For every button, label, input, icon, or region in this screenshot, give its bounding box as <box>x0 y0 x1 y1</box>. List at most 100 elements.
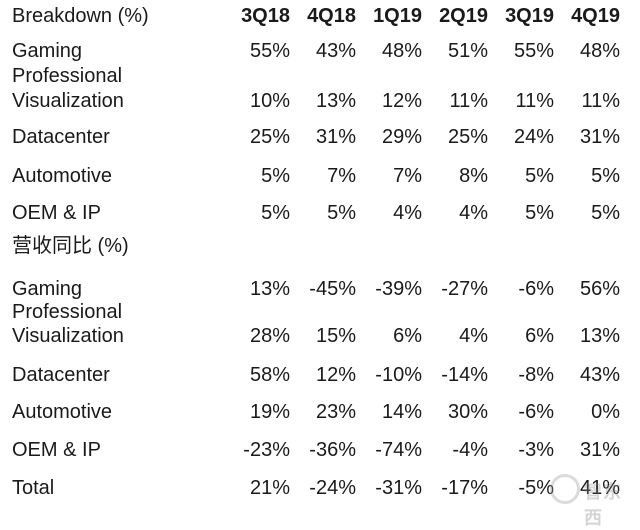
table-cell: 7% <box>327 165 356 187</box>
col-header: 3Q19 <box>505 5 554 27</box>
table-cell: 41% <box>579 477 620 499</box>
table-cell: -10% <box>375 364 422 386</box>
table-cell: 15% <box>315 325 356 347</box>
table-cell: 31% <box>579 439 620 461</box>
table-cell: 5% <box>261 202 290 224</box>
table-cell: 58% <box>249 364 290 386</box>
table-cell: -23% <box>243 439 290 461</box>
row-label: Automotive <box>12 165 113 187</box>
table-cell: 25% <box>249 126 290 148</box>
section2-header-row: 营收同比 (%) <box>0 233 640 259</box>
table-cell: 12% <box>381 90 422 112</box>
table-cell: -27% <box>441 278 488 300</box>
table-cell: 43% <box>579 364 620 386</box>
table-cell: 24% <box>513 126 554 148</box>
col-header: 4Q18 <box>307 5 356 27</box>
breakdown-table: Breakdown (%) 3Q18 4Q18 1Q19 2Q19 3Q19 4… <box>0 3 640 528</box>
row-label: Visualization <box>12 90 124 112</box>
row-label: Datacenter <box>12 126 110 148</box>
table-cell: 25% <box>447 126 488 148</box>
table-cell: -74% <box>375 439 422 461</box>
table-cell: -14% <box>441 364 488 386</box>
row-label: Gaming <box>12 40 83 62</box>
table-cell: 13% <box>249 278 290 300</box>
table-row: Visualization 10% 13% 12% 11% 11% 11% <box>0 88 640 114</box>
table-cell: 0% <box>591 401 620 423</box>
col-header: 3Q18 <box>241 5 290 27</box>
watermark-logo: 智东西 <box>548 470 636 528</box>
col-header: 2Q19 <box>439 5 488 27</box>
table-cell: 23% <box>315 401 356 423</box>
table-row: Automotive 5% 7% 7% 8% 5% 5% <box>0 163 640 189</box>
table-cell: 7% <box>393 165 422 187</box>
table-cell: 4% <box>459 202 488 224</box>
table-cell: 5% <box>591 202 620 224</box>
table-cell: -31% <box>375 477 422 499</box>
row-label: Datacenter <box>12 364 110 386</box>
logo-ring-icon <box>550 474 580 504</box>
col-header: 1Q19 <box>373 5 422 27</box>
table-cell: 48% <box>381 40 422 62</box>
section1-title: Breakdown (%) <box>12 5 149 27</box>
table-cell: 13% <box>315 90 356 112</box>
table-row: Total 21% -24% -31% -17% -5% 41% <box>0 475 640 501</box>
table-row: Automotive 19% 23% 14% 30% -6% 0% <box>0 399 640 425</box>
table-cell: -6% <box>518 401 554 423</box>
table-cell: -8% <box>518 364 554 386</box>
table-cell: 5% <box>591 165 620 187</box>
table-cell: 4% <box>459 325 488 347</box>
table-cell: 11% <box>581 90 620 112</box>
table-cell: 10% <box>249 90 290 112</box>
table-cell: -5% <box>518 477 554 499</box>
table-row: OEM & IP 5% 5% 4% 4% 5% 5% <box>0 200 640 226</box>
row-label: Professional <box>12 301 123 323</box>
table-cell: 6% <box>525 325 554 347</box>
table-cell: 30% <box>447 401 488 423</box>
table-cell: -6% <box>518 278 554 300</box>
table-row: Visualization 28% 15% 6% 4% 6% 13% <box>0 323 640 349</box>
table-row: Datacenter 25% 31% 29% 25% 24% 31% <box>0 124 640 150</box>
table-cell: -17% <box>441 477 488 499</box>
table-cell: 29% <box>381 126 422 148</box>
table-row: Gaming 13% -45% -39% -27% -6% 56% <box>0 276 640 302</box>
table-cell: 31% <box>315 126 356 148</box>
table-cell: 28% <box>249 325 290 347</box>
table-cell: 13% <box>579 325 620 347</box>
table-cell: 56% <box>579 278 620 300</box>
table-row-label-line: Professional <box>0 299 640 325</box>
table-cell: 4% <box>393 202 422 224</box>
col-header: 4Q19 <box>571 5 620 27</box>
header-row: Breakdown (%) 3Q18 4Q18 1Q19 2Q19 3Q19 4… <box>0 3 640 29</box>
table-cell: 11% <box>449 90 488 112</box>
table-cell: -3% <box>518 439 554 461</box>
table-cell: 51% <box>447 40 488 62</box>
table-cell: 5% <box>261 165 290 187</box>
row-label: Professional <box>12 65 123 87</box>
table-cell: 31% <box>579 126 620 148</box>
table-cell: 5% <box>327 202 356 224</box>
row-label: OEM & IP <box>12 439 101 461</box>
table-cell: -45% <box>309 278 356 300</box>
table-row: OEM & IP -23% -36% -74% -4% -3% 31% <box>0 437 640 463</box>
table-cell: 6% <box>393 325 422 347</box>
row-label: OEM & IP <box>12 202 101 224</box>
table-cell: 55% <box>513 40 554 62</box>
table-cell: 5% <box>525 165 554 187</box>
row-label: Gaming <box>12 278 83 300</box>
table-cell: 48% <box>579 40 620 62</box>
table-row: Datacenter 58% 12% -10% -14% -8% 43% <box>0 362 640 388</box>
table-cell: 12% <box>315 364 356 386</box>
table-cell: 19% <box>249 401 290 423</box>
row-label: Total <box>12 477 55 499</box>
table-cell: 5% <box>525 202 554 224</box>
table-cell: 14% <box>381 401 422 423</box>
row-label: Automotive <box>12 401 113 423</box>
table-cell: 43% <box>315 40 356 62</box>
table-cell: -24% <box>309 477 356 499</box>
table-row: Gaming 55% 43% 48% 51% 55% 48% <box>0 38 640 64</box>
section2-title: 营收同比 (%) <box>12 235 129 257</box>
table-row-label-line: Professional <box>0 63 640 89</box>
table-cell: 21% <box>249 477 290 499</box>
watermark-text: 智东西 <box>584 482 622 528</box>
table-cell: -39% <box>375 278 422 300</box>
